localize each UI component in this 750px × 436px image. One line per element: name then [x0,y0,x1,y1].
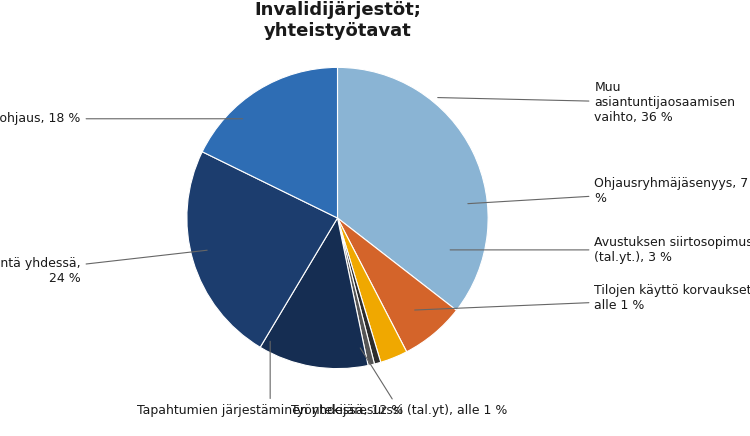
Wedge shape [338,68,488,310]
Text: Muu
asiantuntijaosaamisen
vaihto, 36 %: Muu asiantuntijaosaamisen vaihto, 36 % [438,82,736,124]
Wedge shape [338,218,381,364]
Title: Invalidijärjestöt;
yhteistyötavat: Invalidijärjestöt; yhteistyötavat [254,1,421,40]
Text: Ohjausryhmäjäsenyys, 7
%: Ohjausryhmäjäsenyys, 7 % [468,177,748,205]
Text: Työntekijäresurssi (tal.yt), alle 1 %: Työntekijäresurssi (tal.yt), alle 1 % [291,348,508,417]
Text: Asiakkaiden ohjaus, 18 %: Asiakkaiden ohjaus, 18 % [0,112,242,125]
Text: Tapahtumien järjestäminen yhdessä, 12 %: Tapahtumien järjestäminen yhdessä, 12 % [137,341,404,417]
Wedge shape [260,218,368,368]
Text: Viestintä yhdessä,
24 %: Viestintä yhdessä, 24 % [0,250,207,285]
Wedge shape [202,68,338,218]
Wedge shape [338,218,406,362]
Text: Avustuksen siirtosopimus
(tal.yt.), 3 %: Avustuksen siirtosopimus (tal.yt.), 3 % [450,236,750,264]
Wedge shape [187,152,338,347]
Wedge shape [338,218,457,352]
Wedge shape [338,218,374,365]
Text: Tilojen käyttö korvauksetta (tal.yt.),
alle 1 %: Tilojen käyttö korvauksetta (tal.yt.), a… [415,284,750,312]
